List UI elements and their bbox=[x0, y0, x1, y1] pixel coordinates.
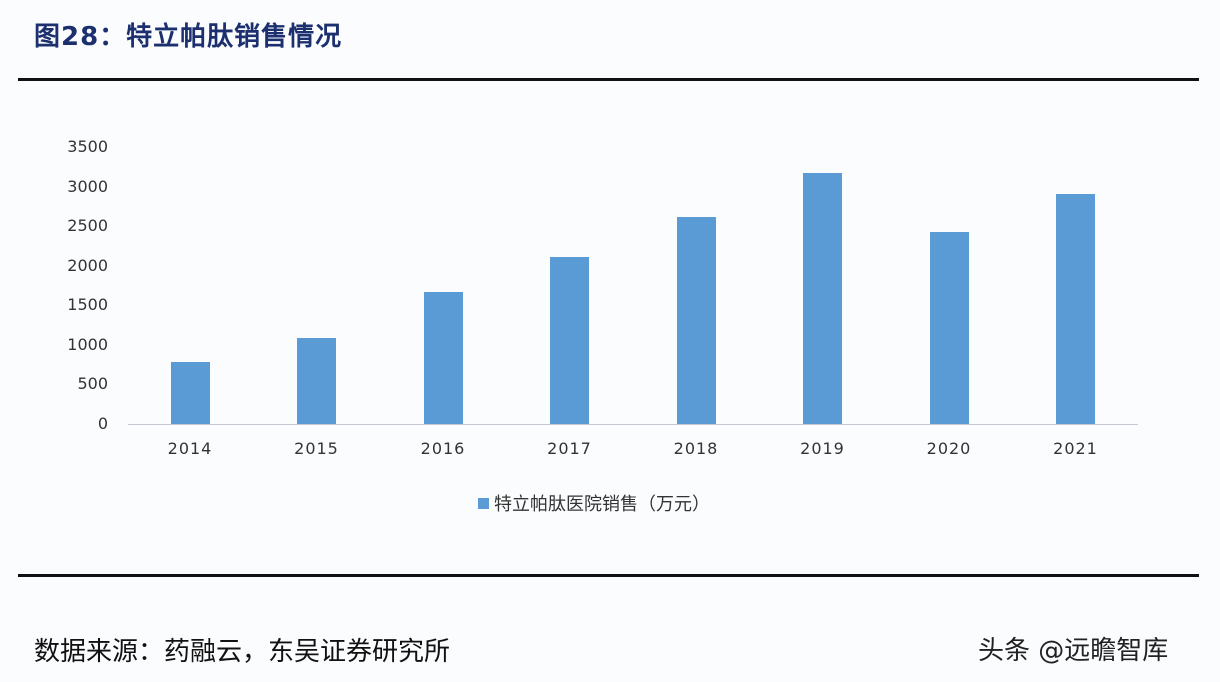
top-divider bbox=[18, 78, 1199, 81]
bottom-divider bbox=[18, 574, 1199, 577]
legend-label: 特立帕肽医院销售（万元） bbox=[494, 494, 710, 515]
bar-chart: 0 500 1000 1500 2000 2500 3000 3500 2014 2015 2016… bbox=[67, 137, 1138, 458]
y-tick-label: 1500 bbox=[67, 295, 108, 315]
y-tick-label: 0 bbox=[97, 414, 108, 433]
x-tick-label: 2020 bbox=[926, 439, 972, 458]
bar-2014 bbox=[170, 362, 210, 424]
bar-2016 bbox=[423, 291, 463, 424]
y-tick-label: 1000 bbox=[67, 334, 108, 354]
x-tick-label: 2019 bbox=[800, 439, 845, 458]
x-tick-label: 2021 bbox=[1053, 439, 1098, 458]
chart-legend: 特立帕肽医院销售（万元） bbox=[478, 490, 710, 516]
y-tick-label: 500 bbox=[77, 374, 108, 394]
x-tick-label: 2016 bbox=[420, 439, 466, 458]
x-tick-label: 2018 bbox=[673, 439, 719, 458]
x-axis-line bbox=[128, 424, 1138, 425]
bar-2018 bbox=[676, 217, 716, 424]
x-tick-label: 2014 bbox=[167, 439, 213, 458]
bar-2015 bbox=[297, 337, 336, 424]
y-tick-label: 3000 bbox=[67, 176, 108, 196]
x-tick-label: 2015 bbox=[294, 439, 339, 458]
watermark: 头条 @远瞻智库 bbox=[978, 636, 1169, 666]
x-tick-label: 2017 bbox=[547, 439, 592, 458]
legend-swatch bbox=[478, 497, 489, 509]
data-source-note: 数据来源：药融云，东吴证券研究所 bbox=[34, 637, 451, 667]
bar-2021 bbox=[1056, 194, 1095, 424]
bar-2020 bbox=[929, 232, 969, 424]
y-tick-label: 2500 bbox=[67, 216, 108, 236]
y-tick-label: 3500 bbox=[67, 137, 108, 156]
bar-2017 bbox=[550, 257, 589, 424]
y-tick-label: 2000 bbox=[67, 255, 108, 275]
bar-2019 bbox=[803, 173, 842, 424]
chart-title: 图28：特立帕肽销售情况 bbox=[34, 22, 343, 52]
